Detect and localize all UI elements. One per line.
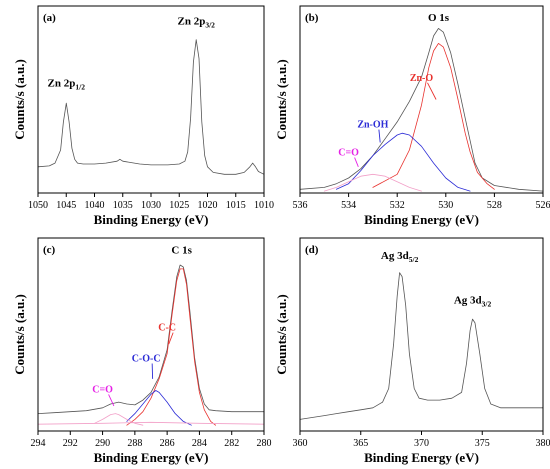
y-axis-label: Counts/s (a.u.) [12,59,27,140]
panel-d: 360 365 370 375 380 Binding Energy (eV) Counts… [274,237,550,465]
x-tick-label: 532 [390,200,405,211]
peak-label: Ag 3d5/2 [381,250,419,264]
peak-label-main: Zn 2p [177,16,205,28]
x-tick-label: 292 [63,438,78,449]
x-tick-label: 288 [127,438,142,449]
series-line-1 [126,268,216,426]
x-axis-label: Binding Energy (eV) [364,450,479,465]
plot-frame [299,237,544,432]
annotation-pointer [378,129,381,143]
x-tick-label: 1010 [254,200,274,211]
series-line-4 [37,421,265,425]
x-tick-label: 375 [475,438,490,449]
peak-label-main: C 1s [171,244,192,256]
component-label: C-O-C [132,354,161,365]
x-axis-label: Binding Energy (eV) [94,212,209,227]
plot-frame [37,237,265,432]
component-label: C-C [158,323,176,334]
series-line-0 [37,264,265,414]
x-tick-label: 280 [257,438,272,449]
x-tick-label: 290 [95,438,110,449]
x-tick-label: 1050 [28,200,48,211]
y-axis-label: Counts/s (a.u.) [274,59,289,140]
x-tick-label: 1020 [198,200,218,211]
x-tick-label: 1040 [85,200,105,211]
peak-label: C 1s [171,244,192,256]
series-line-0 [299,272,544,420]
peak-label-main: Ag 3d [381,250,409,262]
series-line-1 [372,43,495,190]
x-tick-label: 1030 [141,200,161,211]
x-tick-label: 370 [414,438,429,449]
plot-frame [299,5,544,194]
panel-a: 1050 1045 1040 1035 1030 1025 1020 1015 1010 Bind… [12,5,274,227]
component-label: C=O [338,148,359,159]
peak-label: Ag 3d3/2 [454,295,492,309]
x-axis-label: Binding Energy (eV) [364,212,479,227]
component-label: C=O [92,384,113,395]
peak-label-subscript: 3/2 [482,300,492,309]
component-label: Zn-OH [357,120,388,131]
peak-label-main: Ag 3d [454,295,482,307]
annotation-pointer [168,332,174,345]
x-tick-label: 530 [438,200,453,211]
panel-b: 536 534 532 530 528 526 Binding Energy (eV) Cou… [274,5,550,227]
x-tick-label: 1035 [113,200,133,211]
panel-label: (a) [43,12,56,24]
peak-label-main: O 1s [428,12,450,24]
peak-label-subscript: 1/2 [75,82,85,91]
series-line-2 [126,390,192,426]
panel-c: 294 292 290 288 286 284 282 280 Binding Energy (… [12,237,272,465]
x-tick-label: 284 [192,438,207,449]
x-tick-label: 294 [31,438,46,449]
series-line-3 [323,173,422,192]
panel-label: (c) [43,244,56,256]
x-tick-label: 1025 [169,200,189,211]
x-tick-label: 360 [293,438,308,449]
x-tick-label: 534 [341,200,356,211]
peak-label-subscript: 5/2 [409,255,419,264]
annotation-pointer [108,394,115,407]
peak-label-main: Zn 2p [48,77,76,89]
series-line-0 [37,39,265,175]
peak-label: Zn 2p3/2 [177,16,215,30]
annotation-pointer [427,82,437,100]
x-tick-label: 1045 [56,200,76,211]
panel-label: (d) [305,244,319,256]
x-tick-label: 536 [293,200,308,211]
y-axis-label: Counts/s (a.u.) [274,294,289,375]
component-label: Zn-O [410,73,434,84]
peak-label: O 1s [428,12,450,24]
series-line-0 [299,28,544,192]
series-line-2 [336,132,471,192]
panel-label: (b) [305,12,319,24]
x-tick-label: 365 [353,438,368,449]
peak-label-subscript: 3/2 [205,21,215,30]
x-axis-label: Binding Energy (eV) [94,450,209,465]
x-tick-label: 380 [536,438,550,449]
x-tick-label: 528 [487,200,502,211]
y-axis-label: Counts/s (a.u.) [12,294,27,375]
x-tick-label: 1015 [226,200,246,211]
annotation-pointer [354,157,359,167]
x-tick-label: 282 [224,438,239,449]
peak-label: Zn 2p1/2 [48,77,86,91]
x-tick-label: 286 [160,438,175,449]
x-tick-label: 526 [536,200,550,211]
